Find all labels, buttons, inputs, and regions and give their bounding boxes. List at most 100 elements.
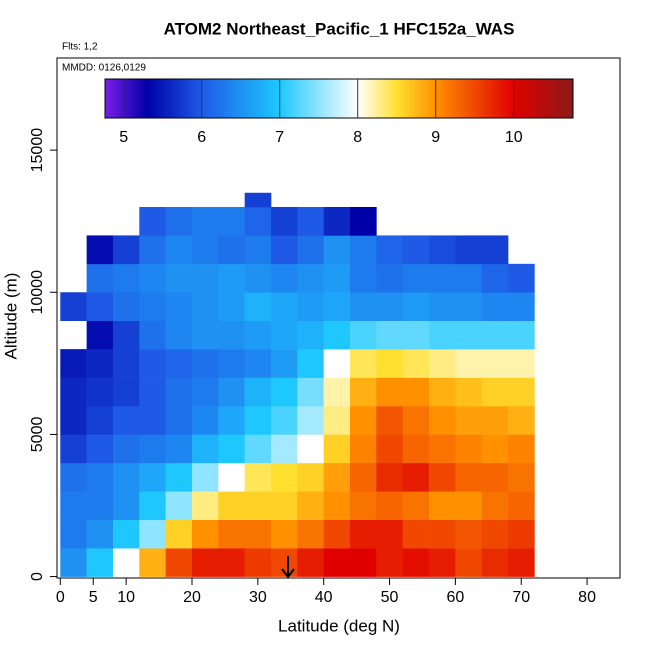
cell xyxy=(191,405,219,435)
cell xyxy=(429,491,456,521)
cell xyxy=(481,519,509,549)
cell xyxy=(139,320,166,350)
cell xyxy=(402,263,430,293)
x-tick-label: 60 xyxy=(446,589,464,606)
cell xyxy=(402,434,430,464)
y-tick-label: 0 xyxy=(29,572,46,581)
cell xyxy=(429,462,456,492)
cell xyxy=(191,235,219,265)
cell xyxy=(376,405,404,435)
cell xyxy=(218,405,245,435)
cell xyxy=(323,462,351,492)
colorbar-tick-label: 8 xyxy=(353,129,362,146)
cell xyxy=(218,462,245,492)
cell xyxy=(271,206,298,236)
cell xyxy=(165,206,193,236)
cell xyxy=(376,462,404,492)
cell xyxy=(508,462,535,492)
cell xyxy=(112,434,140,464)
cell xyxy=(350,405,377,435)
cell xyxy=(508,548,535,577)
cell xyxy=(402,349,430,378)
chart-title: ATOM2 Northeast_Pacific_1 HFC152a_WAS xyxy=(164,19,515,38)
colorbar-tick-label: 10 xyxy=(505,129,523,146)
cell xyxy=(244,292,272,322)
cell xyxy=(165,377,193,407)
cell xyxy=(86,349,114,378)
cell xyxy=(323,519,351,549)
cell xyxy=(429,349,456,378)
cell xyxy=(271,405,298,435)
cell xyxy=(323,263,351,293)
cell xyxy=(297,377,324,407)
cell xyxy=(165,292,193,322)
colorbar-tick-label: 7 xyxy=(275,129,284,146)
annotation: MMDD: 0126,0129 xyxy=(62,63,146,74)
cell xyxy=(112,405,140,435)
cell xyxy=(350,263,377,293)
cell xyxy=(86,434,114,464)
cell xyxy=(297,491,324,521)
cell xyxy=(218,377,245,407)
x-tick-label: 10 xyxy=(117,589,135,606)
cell xyxy=(481,349,509,378)
y-tick-label: 15000 xyxy=(29,128,46,173)
cell xyxy=(376,491,404,521)
cell xyxy=(350,462,377,492)
x-tick-label: 50 xyxy=(381,589,399,606)
cell xyxy=(350,349,377,378)
cell xyxy=(350,377,377,407)
cell xyxy=(455,320,483,350)
cell xyxy=(139,263,166,293)
cell xyxy=(350,320,377,350)
cell xyxy=(86,235,114,265)
cell xyxy=(244,491,272,521)
cell xyxy=(139,462,166,492)
cell xyxy=(481,263,509,293)
cell xyxy=(508,263,535,293)
cell xyxy=(455,405,483,435)
cell xyxy=(350,491,377,521)
cell xyxy=(244,548,272,577)
cell xyxy=(139,235,166,265)
cell xyxy=(112,377,140,407)
cell xyxy=(297,519,324,549)
cell xyxy=(429,434,456,464)
cell xyxy=(218,292,245,322)
cell xyxy=(323,292,351,322)
cell xyxy=(86,263,114,293)
cell xyxy=(60,292,87,322)
cell xyxy=(350,548,377,577)
cell xyxy=(86,548,114,577)
cell xyxy=(139,349,166,378)
cell xyxy=(508,491,535,521)
cell xyxy=(86,320,114,350)
y-tick-label: 10000 xyxy=(29,270,46,315)
cell xyxy=(86,405,114,435)
cell xyxy=(376,548,404,577)
cell xyxy=(481,235,509,265)
cell xyxy=(165,548,193,577)
cell xyxy=(455,491,483,521)
cell xyxy=(402,320,430,350)
cell xyxy=(165,349,193,378)
cell xyxy=(350,206,377,236)
x-tick-label: 70 xyxy=(512,589,530,606)
cell xyxy=(323,434,351,464)
cell xyxy=(508,519,535,549)
cell xyxy=(244,405,272,435)
cell xyxy=(455,292,483,322)
cell xyxy=(244,462,272,492)
cell xyxy=(402,462,430,492)
x-tick-label: 30 xyxy=(249,589,267,606)
cell xyxy=(86,377,114,407)
cell xyxy=(60,377,87,407)
cell xyxy=(218,206,245,236)
cell xyxy=(244,192,272,208)
cell xyxy=(297,235,324,265)
cell xyxy=(218,519,245,549)
cell xyxy=(297,349,324,378)
plot-frame xyxy=(56,57,621,579)
cell xyxy=(508,377,535,407)
cell xyxy=(165,491,193,521)
